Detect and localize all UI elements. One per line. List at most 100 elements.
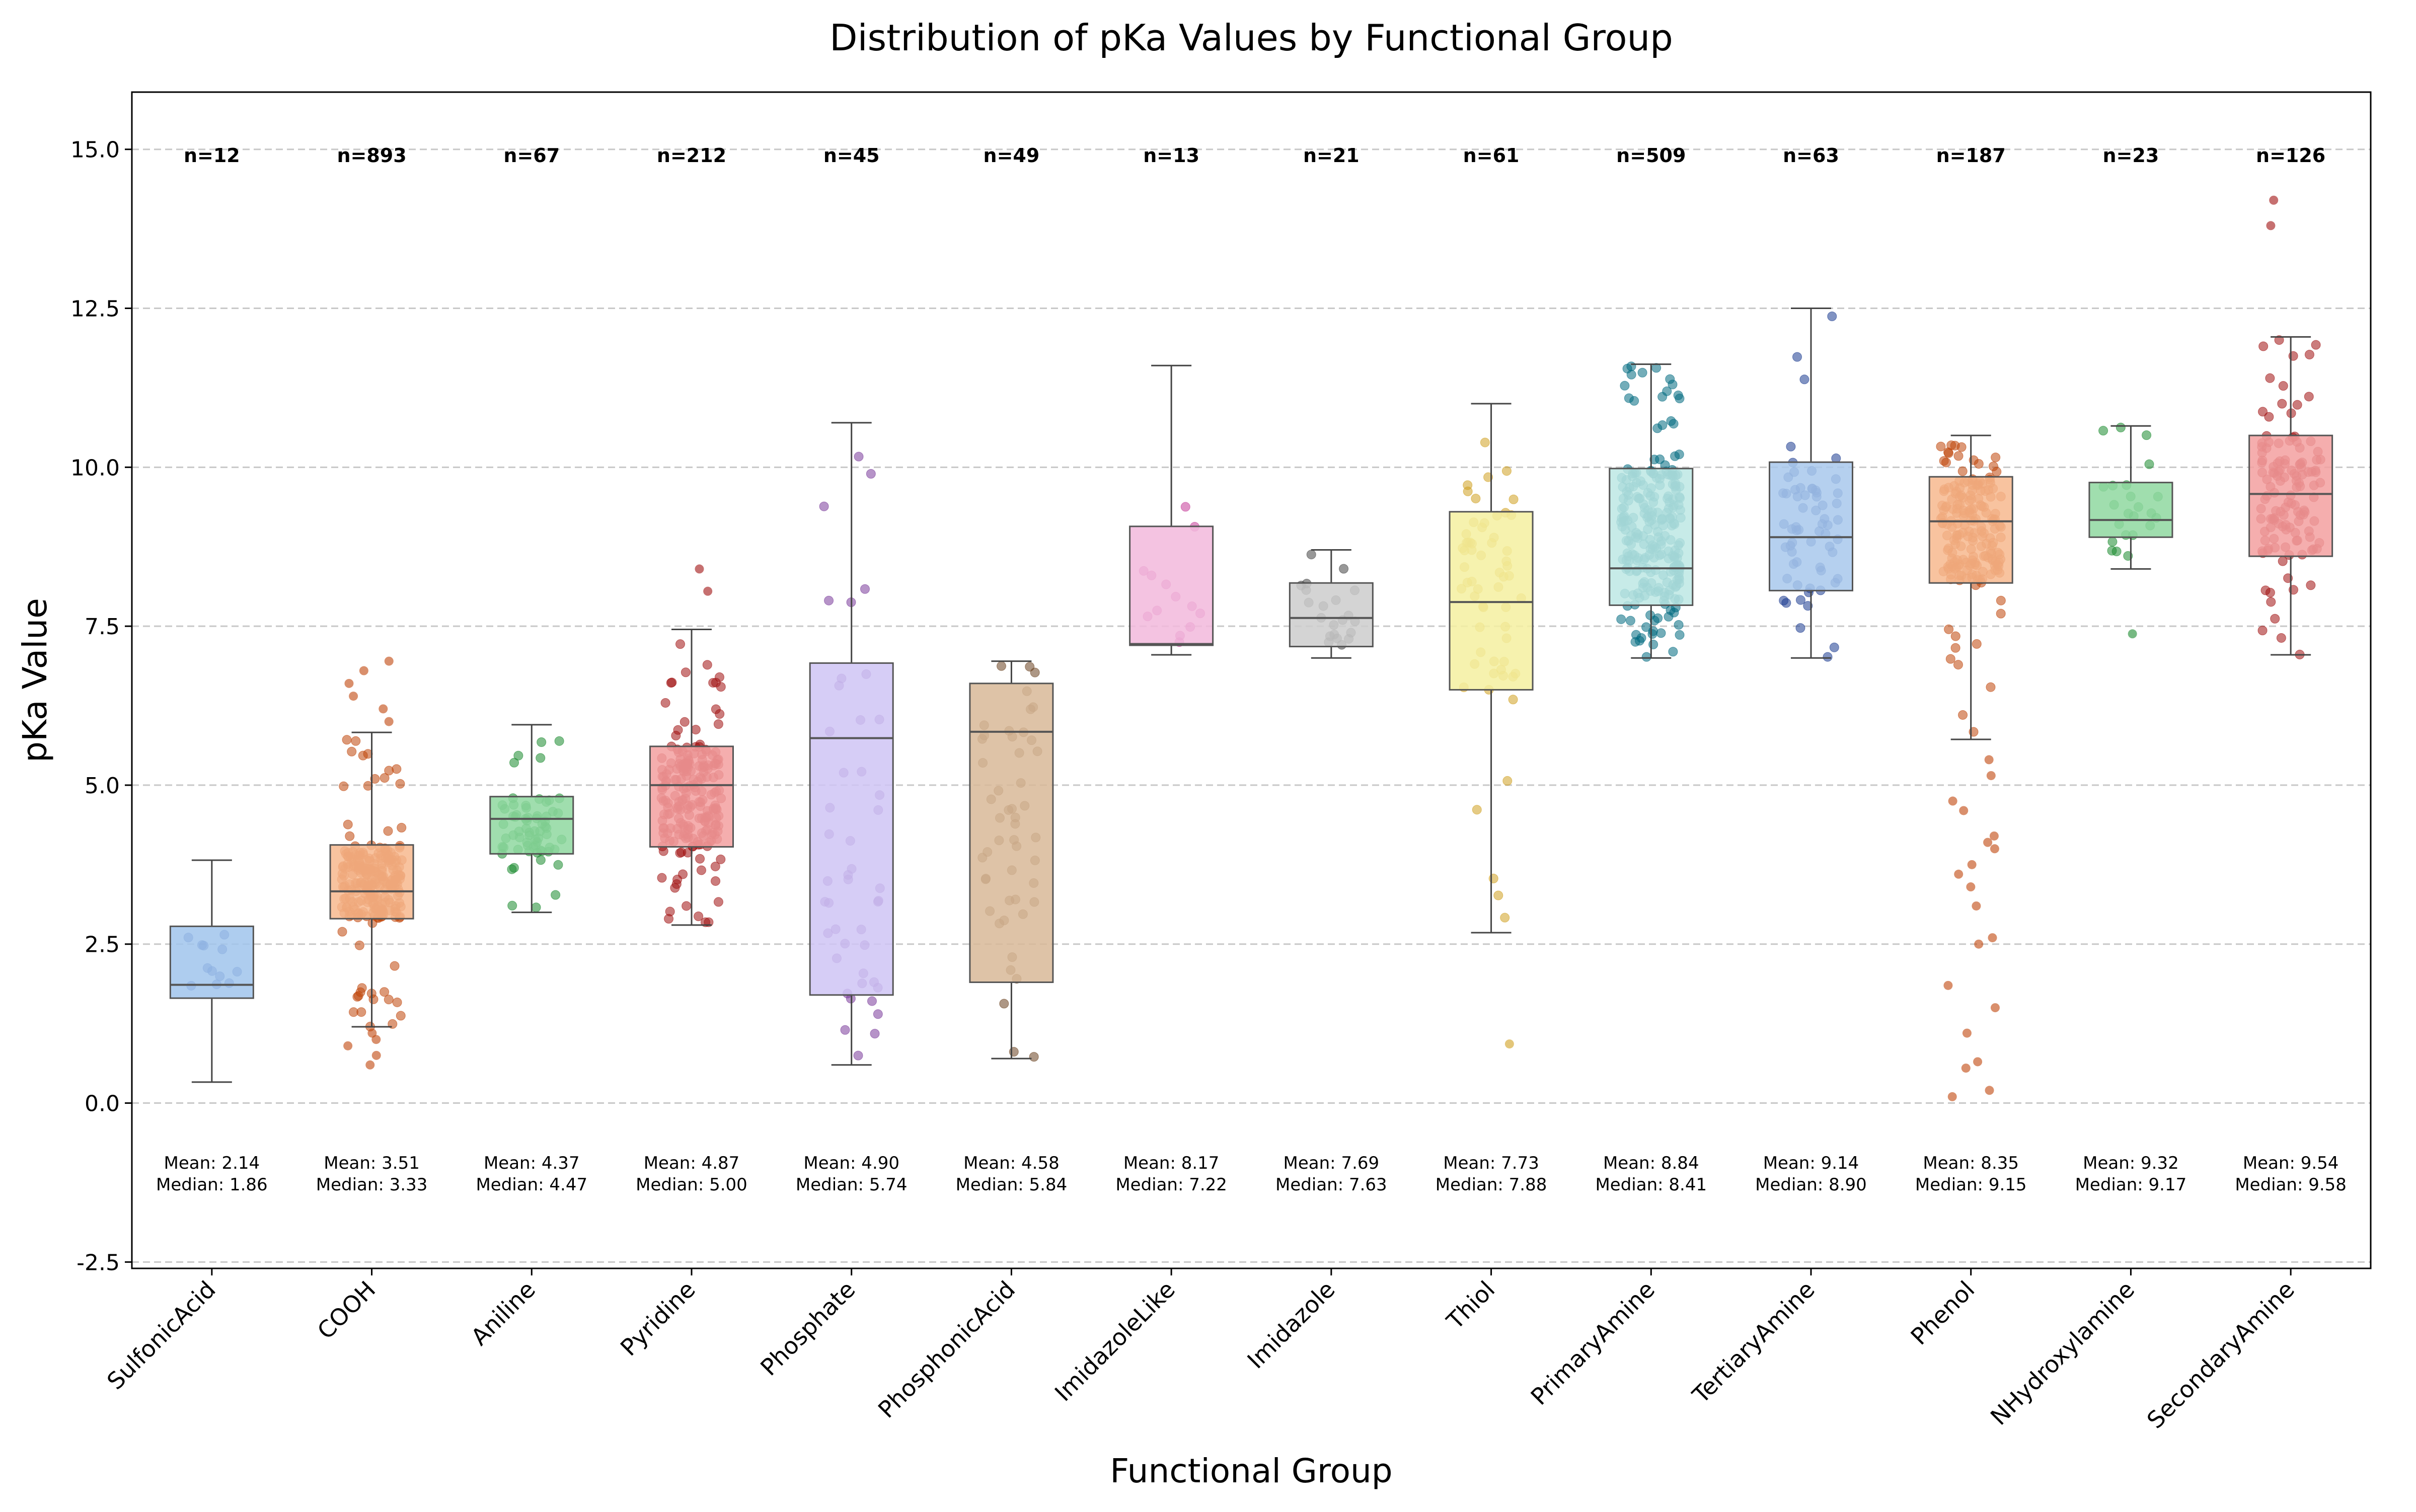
data-point [1664, 612, 1674, 622]
boxes [169, 308, 2333, 1083]
data-point [380, 987, 390, 997]
data-point [1953, 451, 1964, 461]
box-iqr [649, 745, 734, 848]
data-point [1779, 595, 1789, 606]
data-point [509, 863, 519, 873]
data-point [536, 855, 546, 865]
data-point [870, 1029, 880, 1039]
data-point [1500, 913, 1510, 923]
data-point [708, 677, 718, 688]
count-label: n=49 [984, 144, 1040, 167]
data-point [2258, 407, 2268, 417]
data-point [675, 848, 685, 858]
mean-label: Mean: 9.14 [1763, 1153, 1859, 1173]
data-point [1674, 449, 1684, 460]
y-tick-label: 12.5 [70, 296, 120, 322]
data-point [1950, 643, 1960, 653]
outlier-point [384, 717, 394, 726]
x-tick-label: SulfonicAcid [102, 1276, 221, 1395]
outlier-point [1504, 1039, 1514, 1049]
data-point [1991, 452, 2001, 463]
outlier-point [371, 1050, 381, 1060]
x-tick-label: PrimaryAmine [1526, 1276, 1660, 1410]
data-point [507, 900, 517, 911]
count-label: n=13 [1143, 144, 1199, 167]
box-iqr [1769, 461, 1853, 591]
data-point [536, 753, 546, 763]
y-tick-label: 15.0 [70, 137, 120, 163]
data-point [711, 704, 721, 714]
outlier-point [1985, 1086, 1994, 1095]
median-label: Median: 4.47 [476, 1175, 587, 1195]
count-label: n=61 [1463, 144, 1520, 167]
data-point [397, 822, 407, 833]
median-label: Median: 8.90 [1755, 1175, 1867, 1195]
data-point [1829, 642, 1839, 652]
outlier-point [1959, 806, 1969, 815]
data-point [1339, 564, 1349, 574]
outlier-point [1966, 882, 1976, 892]
data-point [2107, 537, 2118, 547]
mean-label: Mean: 9.54 [2243, 1153, 2339, 1173]
y-tick-label: 10.0 [70, 455, 120, 481]
data-point [1988, 461, 1998, 471]
x-tick-label: PhosphonicAcid [873, 1276, 1020, 1423]
outlier-point [1990, 1003, 2000, 1013]
data-point [681, 667, 691, 677]
data-point [1939, 456, 1949, 466]
mean-label: Mean: 7.69 [1284, 1153, 1380, 1173]
count-label: n=893 [337, 144, 406, 167]
outlier-point [2269, 195, 2279, 205]
data-point [696, 865, 706, 875]
data-point [1996, 609, 2006, 619]
data-point [380, 773, 390, 783]
median-label: Median: 7.63 [1275, 1175, 1387, 1195]
count-label: n=67 [503, 144, 560, 167]
data-point [1958, 710, 1968, 720]
data-point [370, 774, 380, 784]
x-tick-label: Aniline [466, 1276, 541, 1351]
count-label: n=509 [1616, 144, 1686, 167]
plot-frame [131, 91, 2372, 1269]
mean-label: Mean: 4.90 [803, 1153, 899, 1173]
count-label: n=21 [1303, 144, 1360, 167]
mean-label: Mean: 4.87 [644, 1153, 740, 1173]
data-point [665, 906, 675, 917]
data-point [824, 595, 834, 606]
data-point [840, 1025, 850, 1035]
data-point [1648, 639, 1658, 649]
data-point [358, 750, 368, 761]
data-point [1944, 624, 1954, 634]
x-axis-label: Functional Group [1110, 1452, 1392, 1490]
outlier-point [1967, 860, 1977, 869]
mean-label: Mean: 4.37 [484, 1153, 580, 1173]
count-label: n=12 [184, 144, 240, 167]
outlier-point [343, 1041, 353, 1050]
outlier-point [1990, 844, 1999, 854]
data-point [2116, 422, 2126, 432]
outlier-point [349, 692, 358, 701]
gridlines [132, 148, 2371, 1263]
outlier-point [2128, 629, 2137, 639]
data-point [2306, 580, 2316, 590]
median-label: Median: 8.41 [1595, 1175, 1707, 1195]
box-iqr [2248, 434, 2333, 557]
data-point [819, 501, 829, 511]
data-point [866, 469, 876, 479]
count-label: n=212 [657, 144, 726, 167]
data-point [1626, 361, 1636, 371]
data-point [347, 746, 357, 757]
data-point [1945, 654, 1955, 664]
data-point [1029, 1052, 1039, 1062]
data-point [1488, 873, 1498, 883]
median-label: Median: 3.33 [316, 1175, 428, 1195]
data-point [2276, 633, 2286, 643]
outlier-point [1984, 755, 1994, 765]
data-point [2277, 399, 2287, 409]
data-point [2304, 392, 2314, 402]
data-point [1657, 420, 1668, 430]
median-label: Median: 9.17 [2075, 1175, 2187, 1195]
data-point [713, 897, 723, 907]
y-tick-label: -2.5 [77, 1250, 120, 1275]
x-tick-label: ImidazoleLike [1049, 1276, 1180, 1407]
